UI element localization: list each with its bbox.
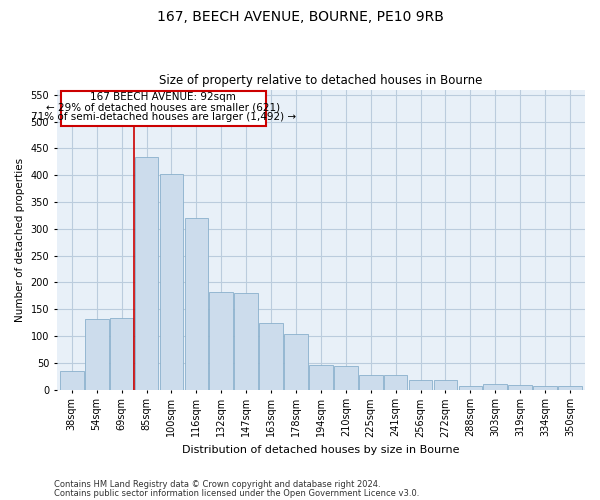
Bar xyxy=(484,384,507,390)
Bar xyxy=(409,380,433,390)
Bar xyxy=(284,334,308,390)
Bar xyxy=(134,156,158,390)
Text: 167, BEECH AVENUE, BOURNE, PE10 9RB: 167, BEECH AVENUE, BOURNE, PE10 9RB xyxy=(157,10,443,24)
Bar xyxy=(110,318,133,390)
Title: Size of property relative to detached houses in Bourne: Size of property relative to detached ho… xyxy=(159,74,482,87)
Bar xyxy=(558,386,582,390)
Text: 167 BEECH AVENUE: 92sqm: 167 BEECH AVENUE: 92sqm xyxy=(91,92,236,102)
Bar xyxy=(85,319,109,390)
Bar xyxy=(235,292,258,390)
Y-axis label: Number of detached properties: Number of detached properties xyxy=(15,158,25,322)
Bar xyxy=(334,366,358,390)
Bar xyxy=(434,380,457,390)
Bar xyxy=(185,218,208,390)
X-axis label: Distribution of detached houses by size in Bourne: Distribution of detached houses by size … xyxy=(182,445,460,455)
Bar xyxy=(508,385,532,390)
Text: ← 29% of detached houses are smaller (621): ← 29% of detached houses are smaller (62… xyxy=(46,102,280,112)
Bar xyxy=(309,365,333,390)
Bar xyxy=(259,322,283,390)
Bar xyxy=(458,386,482,390)
Bar xyxy=(533,386,557,390)
Text: Contains public sector information licensed under the Open Government Licence v3: Contains public sector information licen… xyxy=(54,488,419,498)
Bar xyxy=(384,374,407,390)
FancyBboxPatch shape xyxy=(61,91,266,126)
Bar xyxy=(359,374,383,390)
Bar xyxy=(160,174,183,390)
Bar xyxy=(209,292,233,390)
Text: 71% of semi-detached houses are larger (1,492) →: 71% of semi-detached houses are larger (… xyxy=(31,112,296,122)
Text: Contains HM Land Registry data © Crown copyright and database right 2024.: Contains HM Land Registry data © Crown c… xyxy=(54,480,380,489)
Bar xyxy=(60,371,83,390)
